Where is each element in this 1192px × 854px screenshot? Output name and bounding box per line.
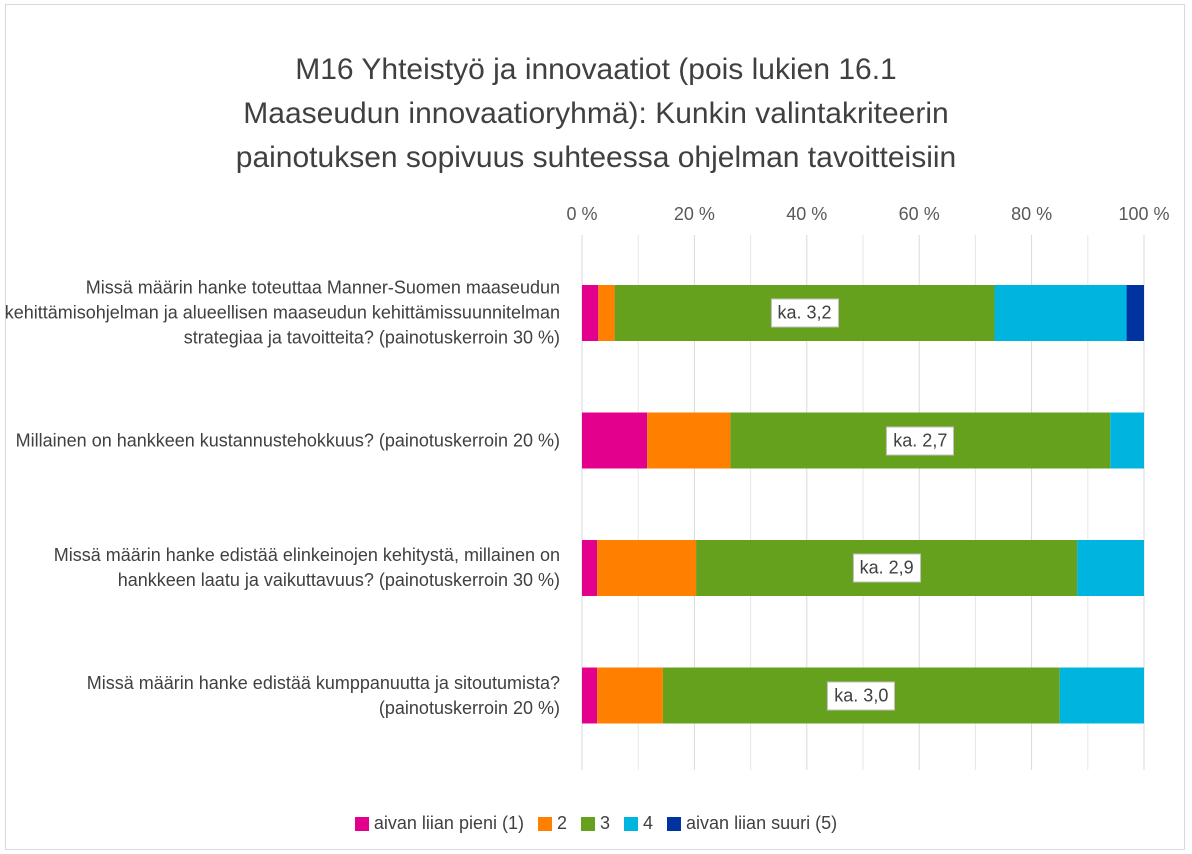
title-line: painotuksen sopivuus suhteessa ohjelman … [235,141,957,174]
bar-annotation: ka. 2,7 [886,426,955,455]
x-tick-label: 40 % [786,204,827,224]
legend-item: 3 [581,813,610,834]
bar-annotation: ka. 2,9 [852,553,921,583]
x-tick-label: 20 % [674,204,715,224]
bar-segment [582,667,598,724]
bar-segment [582,285,599,341]
category-label: Missä määrin hanke edistää kumppanuutta … [86,672,560,718]
legend-label: aivan liian pieni (1) [373,813,524,833]
bar-segment [597,667,663,724]
title-line: M16 Yhteistyö ja innovaatiot (pois lukie… [295,53,897,86]
legend-swatch [667,816,682,831]
category-label: Missä määrin hanke toteuttaa Manner-Suom… [4,277,560,348]
bar-segment [1126,285,1144,341]
x-tick-label: 80 % [1011,204,1052,224]
bar-segment [582,412,648,469]
chart-title: M16 Yhteistyö ja innovaatiot (pois lukie… [0,48,1192,180]
legend-swatch [537,816,552,831]
title-line: Maaseudun innovaatioryhmä): Kunkin valin… [243,97,949,130]
bar-segment [598,285,615,341]
legend-label: 4 [643,813,654,833]
category-label: Missä määrin hanke edistää elinkeinojen … [53,545,560,590]
chart-border [5,4,1185,850]
legend-label: 3 [600,813,611,833]
bar-segment [994,285,1127,341]
legend-swatch [624,816,639,831]
legend-label: aivan liian suuri (5) [686,813,838,833]
bar-segment [582,540,598,596]
bar-annotation: ka. 3,2 [770,298,839,328]
legend-item: 2 [537,813,567,834]
legend-swatch [354,816,369,831]
legend-swatch [581,816,595,831]
legend-item: aivan liian pieni (1) [354,813,524,834]
category-label: Millainen on hankkeen kustannustehokkuus… [15,430,560,450]
bar-segment [647,412,731,469]
legend-label: 2 [556,813,567,833]
bar-segment [1110,412,1144,469]
x-tick-label: 0 % [566,204,597,224]
legend-item: 4 [624,813,653,834]
legend-item: aivan liian suuri (5) [667,813,837,834]
bar-segment [1077,540,1144,596]
legend: aivan liian pieni (1) 2 3 4 aivan liian suur… [0,813,1192,834]
x-tick-label: 100 % [1118,204,1169,224]
bar-segment [597,540,697,596]
bar-segment [1059,667,1144,724]
x-tick-label: 60 % [899,204,940,224]
bar-annotation: ka. 3,0 [827,681,896,710]
